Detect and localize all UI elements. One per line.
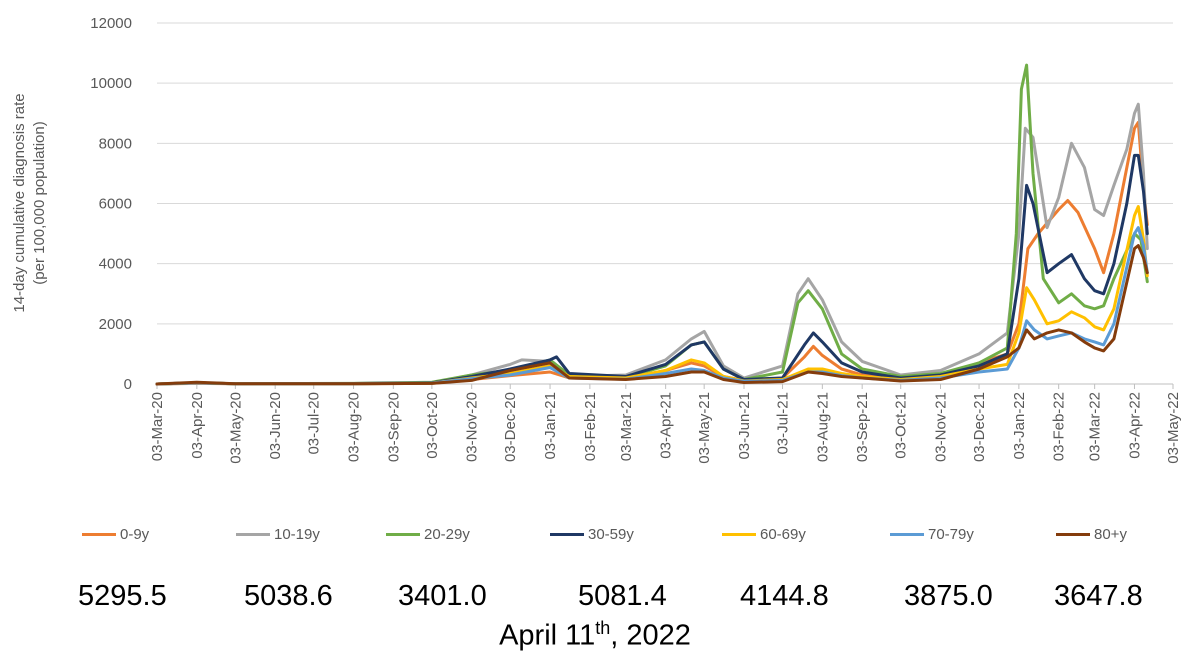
- legend-swatch: [890, 533, 924, 536]
- x-tick-label-03-Apr-22: 03-Apr-22: [1126, 392, 1143, 459]
- value-1: 5295.5: [78, 580, 167, 612]
- series-line-30-59y: [155, 153, 1149, 386]
- legend-swatch: [550, 533, 584, 536]
- legend-label: 10-19y: [274, 526, 320, 543]
- x-tick-label-03-Apr-20: 03-Apr-20: [189, 392, 206, 459]
- gridlines: [157, 22, 1173, 325]
- x-tick-label-03-Dec-21: 03-Dec-21: [971, 392, 988, 462]
- series-lines: [155, 63, 1149, 386]
- series-line-20-29y: [155, 63, 1149, 386]
- x-tick-label-03-Jan-22: 03-Jan-22: [1011, 392, 1028, 460]
- y-tick-label-4000: 4000: [99, 256, 132, 273]
- y-tick-label-6000: 6000: [99, 196, 132, 213]
- x-tick-label-03-Nov-20: 03-Nov-20: [464, 392, 481, 462]
- legend-label: 70-79y: [928, 526, 974, 543]
- x-tick-label-03-Sep-21: 03-Sep-21: [854, 392, 871, 462]
- x-tick-label-03-Jun-21: 03-Jun-21: [736, 392, 753, 460]
- legend-swatch: [82, 533, 116, 536]
- x-tick-label-03-Feb-21: 03-Feb-21: [582, 392, 599, 461]
- x-tick-label-03-May-20: 03-May-20: [227, 392, 244, 464]
- x-tick-label-03-Oct-21: 03-Oct-21: [893, 392, 910, 459]
- values-row: 5295.5 5038.6 3401.0 5081.4 4144.8 3875.…: [0, 580, 1190, 620]
- y-tick-label-10000: 10000: [90, 75, 132, 92]
- y-tick-label-8000: 8000: [99, 135, 132, 152]
- y-tick-label-2000: 2000: [99, 316, 132, 333]
- legend-item-80+y: 80+y: [1056, 526, 1127, 543]
- legend-item-0-9y: 0-9y: [82, 526, 149, 543]
- legend: 0-9y 10-19y 20-29y 30-59y 60-69y 70-79y 80+y: [60, 526, 1170, 552]
- legend-swatch: [236, 533, 270, 536]
- x-tick-label-03-Jul-20: 03-Jul-20: [306, 392, 323, 455]
- legend-label: 60-69y: [760, 526, 806, 543]
- date-caption-prefix: April 11: [499, 619, 596, 652]
- series-line-80+y: [155, 244, 1149, 386]
- x-axis-ticks: 03-Mar-20 03-Apr-20 03-May-20 03-Jun-20 03-J…: [149, 384, 1182, 464]
- legend-item-20-29y: 20-29y: [386, 526, 470, 543]
- x-tick-label-03-Jun-20: 03-Jun-20: [267, 392, 284, 460]
- value-7: 3647.8: [1054, 580, 1143, 612]
- series-line-10-19y: [155, 102, 1149, 386]
- legend-item-10-19y: 10-19y: [236, 526, 320, 543]
- y-tick-label-12000: 12000: [90, 15, 132, 32]
- x-tick-label-03-Aug-21: 03-Aug-21: [814, 392, 831, 462]
- value-4: 5081.4: [578, 580, 667, 612]
- x-tick-label-03-Jan-21: 03-Jan-21: [542, 392, 559, 460]
- x-tick-label-03-Dec-20: 03-Dec-20: [502, 392, 519, 462]
- x-tick-label-03-Nov-21: 03-Nov-21: [933, 392, 950, 462]
- value-3: 3401.0: [398, 580, 487, 612]
- x-tick-label-03-Oct-20: 03-Oct-20: [424, 392, 441, 459]
- x-tick-label-03-Jul-21: 03-Jul-21: [775, 392, 792, 455]
- legend-swatch: [1056, 533, 1090, 536]
- y-axis-title-line1: 14-day cumulative diagnosis rate: [11, 93, 28, 312]
- legend-label: 30-59y: [588, 526, 634, 543]
- legend-label: 0-9y: [120, 526, 150, 543]
- x-tick-label-03-Feb-22: 03-Feb-22: [1051, 392, 1068, 461]
- x-tick-label-03-May-21: 03-May-21: [696, 392, 713, 464]
- value-5: 4144.8: [740, 580, 829, 612]
- legend-swatch: [386, 533, 420, 536]
- legend-label: 20-29y: [424, 526, 470, 543]
- x-tick-label-03-Sep-20: 03-Sep-20: [385, 392, 402, 462]
- legend-swatch: [722, 533, 756, 536]
- y-tick-label-0: 0: [124, 376, 132, 393]
- value-6: 3875.0: [904, 580, 993, 612]
- date-caption-ordinal: th: [595, 618, 611, 638]
- date-caption: April 11th, 2022: [0, 618, 1190, 653]
- y-axis-ticks: 0 2000 4000 6000 8000 10000 12000: [90, 15, 132, 393]
- legend-item-70-79y: 70-79y: [890, 526, 974, 543]
- value-2: 5038.6: [244, 580, 333, 612]
- series-line-0-9y: [155, 120, 1149, 386]
- legend-item-30-59y: 30-59y: [550, 526, 634, 543]
- y-axis-title-line2: (per 100,000 population): [31, 121, 48, 284]
- date-caption-suffix: , 2022: [610, 619, 691, 652]
- x-tick-label-03-Mar-21: 03-Mar-21: [618, 392, 635, 461]
- x-tick-label-03-Mar-20: 03-Mar-20: [149, 392, 166, 461]
- legend-label: 80+y: [1094, 526, 1127, 543]
- x-tick-label-03-Apr-21: 03-Apr-21: [658, 392, 675, 459]
- x-tick-label-03-May-22: 03-May-22: [1165, 392, 1182, 464]
- x-tick-label-03-Aug-20: 03-Aug-20: [346, 392, 363, 462]
- legend-item-60-69y: 60-69y: [722, 526, 806, 543]
- x-tick-label-03-Mar-22: 03-Mar-22: [1087, 392, 1104, 461]
